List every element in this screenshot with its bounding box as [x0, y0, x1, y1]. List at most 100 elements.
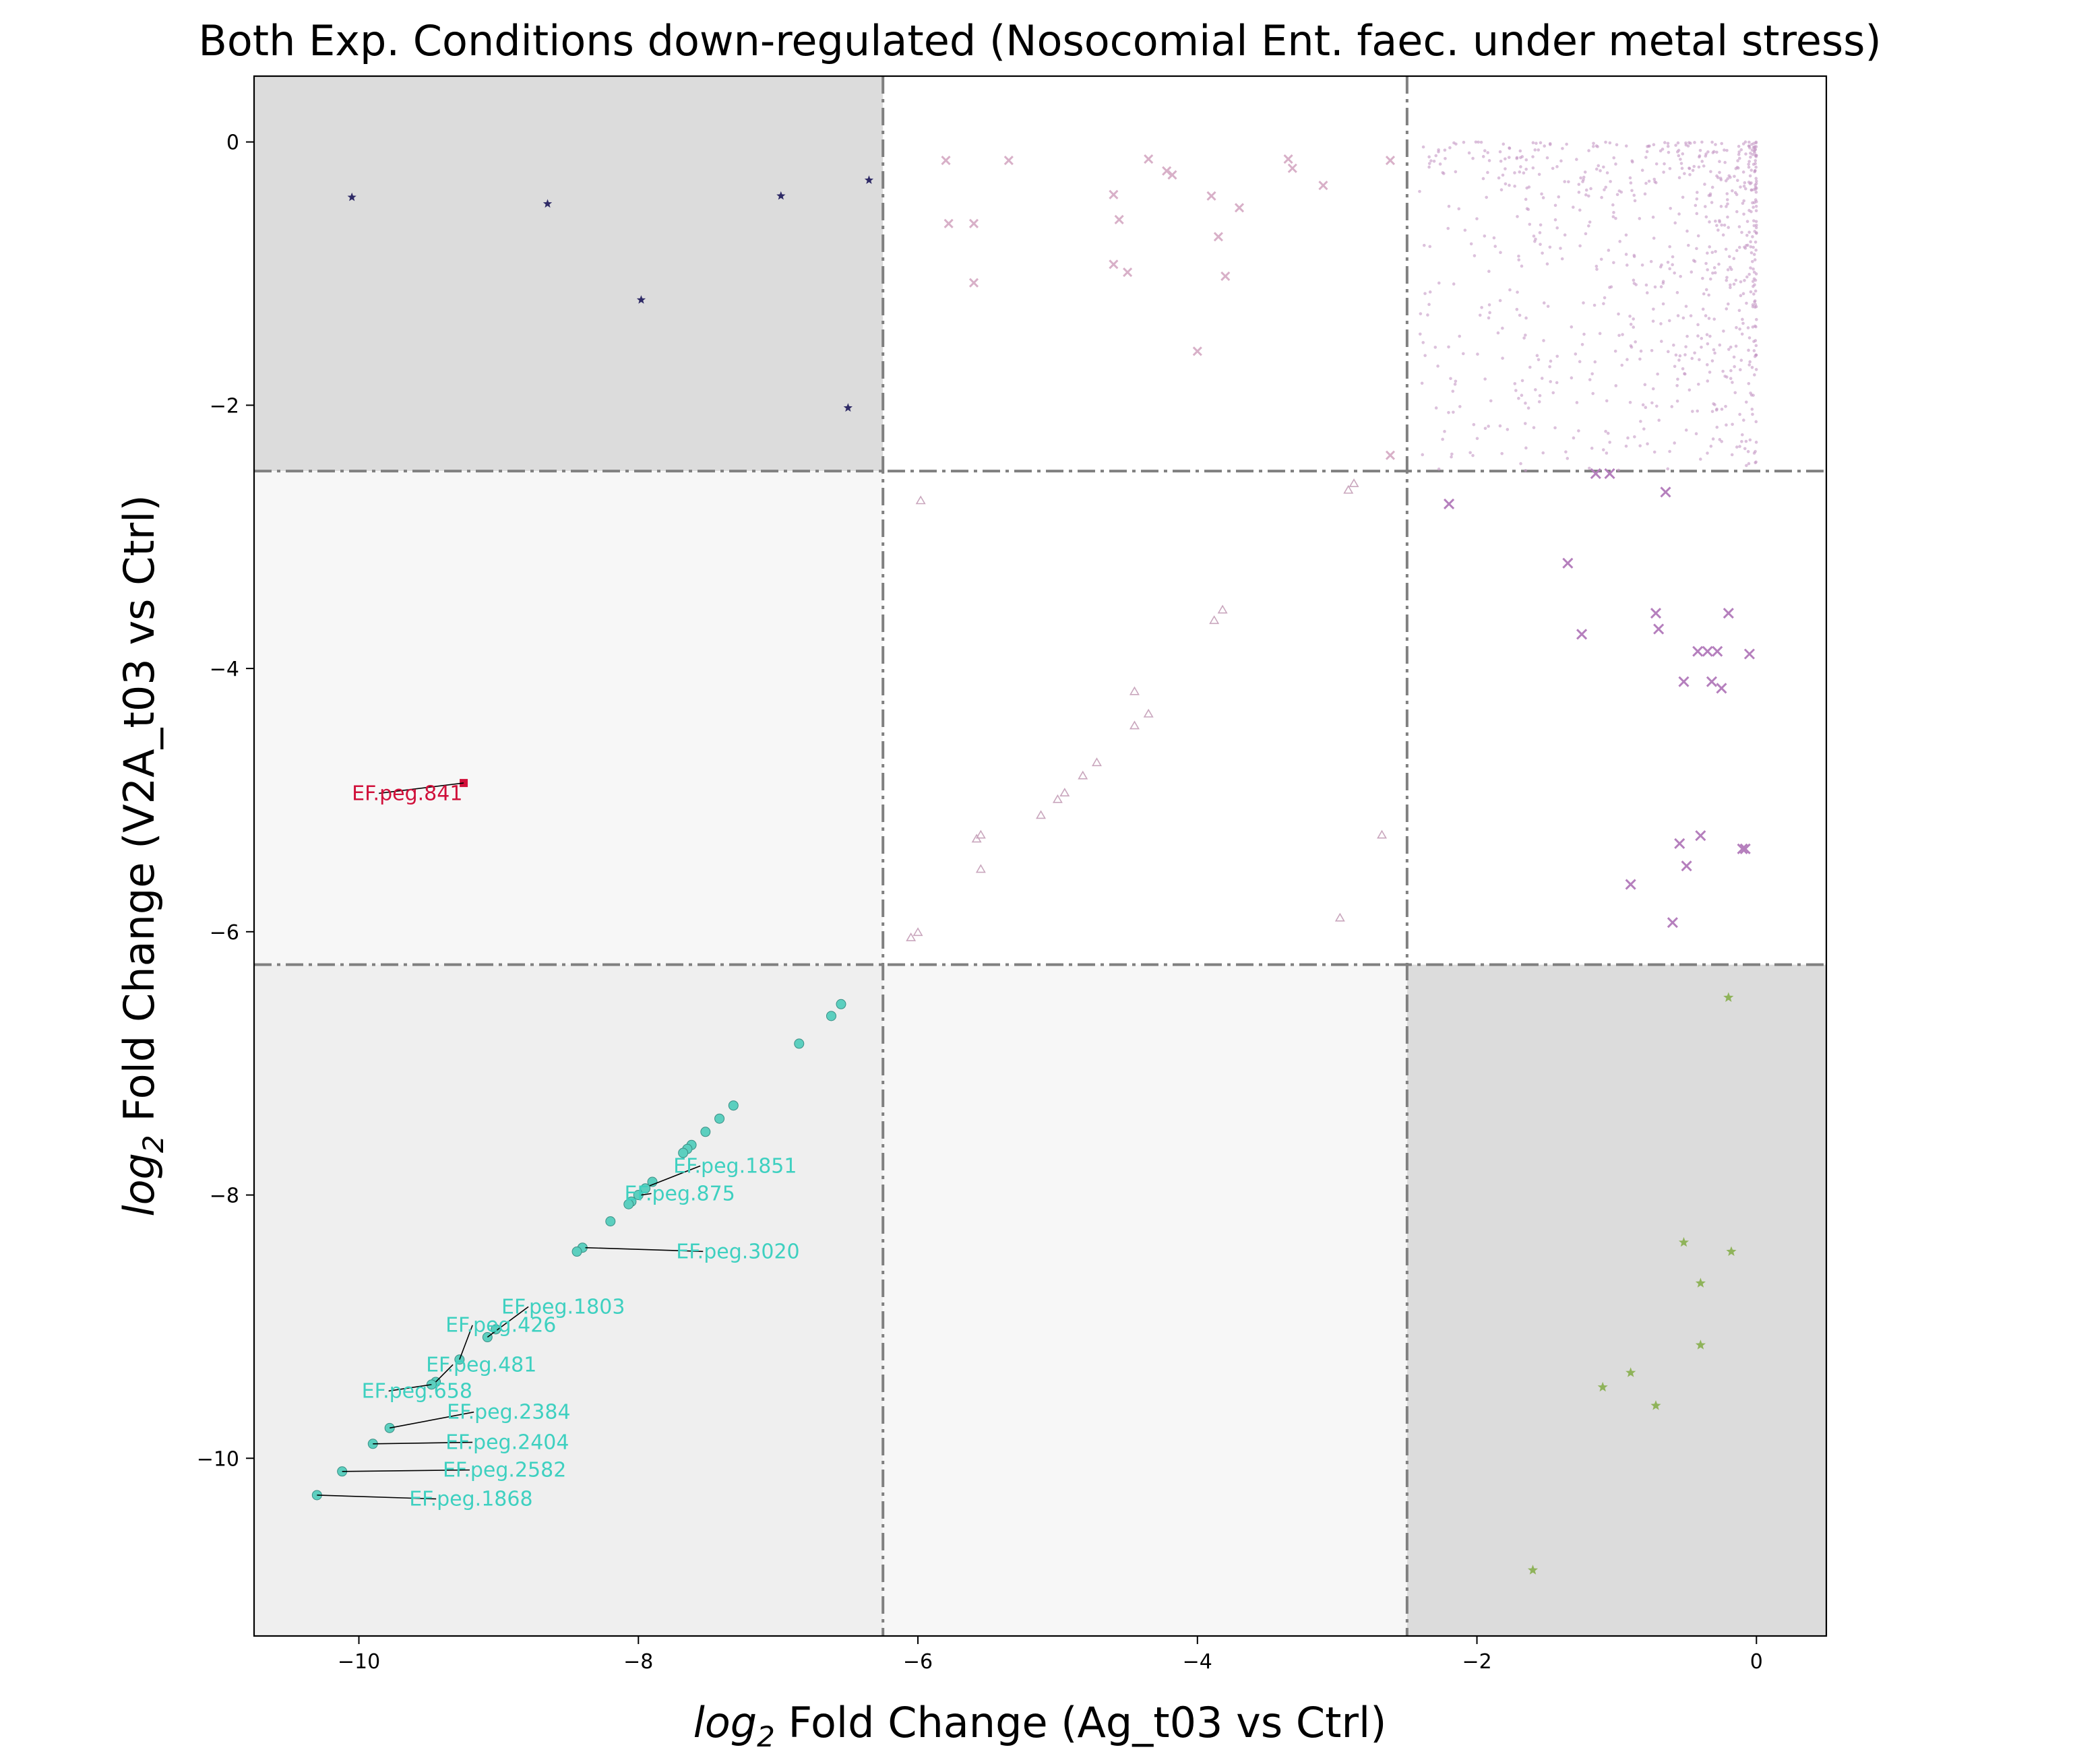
point-s4-10 [1702, 645, 1713, 657]
cluster-point-97 [1420, 381, 1424, 385]
cluster-point-673 [1599, 169, 1602, 172]
y-tick-label-3: −4 [210, 658, 239, 681]
cluster-point-725 [1667, 319, 1671, 323]
cluster-point-120 [1644, 181, 1648, 185]
cluster-point-421 [1723, 160, 1727, 164]
cluster-point-707 [1754, 231, 1758, 235]
cluster-point-76 [1704, 261, 1708, 265]
cluster-point-603 [1753, 305, 1757, 309]
cluster-point-503 [1639, 420, 1642, 423]
cluster-point-185 [1454, 379, 1458, 383]
cluster-point-622 [1452, 141, 1456, 145]
cluster-point-334 [1659, 322, 1663, 325]
cluster-point-442 [1703, 183, 1706, 186]
point-s5-8 [678, 1147, 689, 1158]
cluster-point-319 [1749, 155, 1752, 159]
cluster-point-401 [1694, 203, 1698, 208]
cluster-point-429 [1687, 141, 1691, 144]
cluster-point-407 [1696, 323, 1700, 327]
cluster-point-377 [1471, 453, 1475, 458]
point-s5-13 [623, 1199, 634, 1209]
cluster-point-187 [1668, 166, 1672, 170]
cluster-point-705 [1700, 140, 1704, 144]
cluster-point-81 [1577, 429, 1580, 433]
cluster-point-600 [1677, 212, 1681, 216]
cluster-point-373 [1729, 283, 1732, 287]
cluster-point-444 [1626, 436, 1630, 440]
cluster-point-672 [1685, 229, 1689, 233]
cluster-point-449 [1644, 283, 1648, 287]
point-s4-5 [1576, 629, 1588, 640]
cluster-point-366 [1712, 266, 1716, 270]
cluster-point-111 [1537, 358, 1541, 362]
cluster-point-89 [1704, 215, 1708, 219]
cluster-point-670 [1715, 174, 1718, 178]
cluster-point-186 [1676, 141, 1680, 145]
cluster-point-253 [1594, 264, 1599, 268]
point-s3-8 [1092, 757, 1102, 767]
cluster-point-63 [1691, 410, 1694, 413]
annotation-leader-3 [585, 1247, 704, 1253]
cluster-point-29 [1441, 437, 1444, 441]
cluster-point-60 [1594, 167, 1599, 171]
cluster-point-256 [1578, 208, 1582, 212]
cluster-point-302 [1710, 359, 1714, 363]
point-s1-0 [941, 155, 951, 166]
cluster-point-100 [1652, 177, 1656, 181]
cluster-point-765 [1725, 307, 1729, 311]
cluster-point-328 [1446, 226, 1450, 230]
cluster-point-59 [1742, 185, 1746, 188]
cluster-point-779 [1753, 300, 1756, 304]
point-s3-19 [912, 927, 923, 937]
cluster-point-649 [1602, 165, 1605, 169]
cluster-point-529 [1433, 346, 1437, 349]
cluster-point-57 [1718, 438, 1722, 441]
cluster-point-134 [1700, 337, 1704, 340]
cluster-point-144 [1632, 282, 1636, 285]
cluster-point-612 [1731, 381, 1734, 384]
cluster-point-572 [1754, 185, 1758, 189]
cluster-point-674 [1684, 305, 1688, 308]
cluster-point-496 [1718, 160, 1721, 164]
cluster-point-681 [1747, 144, 1751, 148]
cluster-point-575 [1646, 145, 1649, 148]
cluster-point-640 [1741, 433, 1744, 437]
cluster-point-455 [1753, 373, 1756, 377]
cluster-point-624 [1666, 260, 1670, 264]
cluster-point-569 [1541, 251, 1544, 255]
cluster-point-64 [1524, 158, 1528, 162]
annotation-leader-5 [459, 1325, 473, 1360]
cluster-point-635 [1434, 406, 1438, 410]
cluster-point-599 [1737, 144, 1741, 148]
point-s1-5 [1283, 154, 1293, 164]
cluster-point-475 [1737, 156, 1741, 160]
cluster-point-405 [1751, 412, 1754, 416]
cluster-point-123 [1755, 179, 1758, 183]
cluster-point-498 [1739, 148, 1743, 152]
cluster-point-522 [1725, 278, 1729, 282]
cluster-point-659 [1555, 165, 1559, 168]
point-s1-19 [968, 278, 979, 288]
cluster-point-466 [1754, 182, 1758, 185]
cluster-point-619 [1508, 146, 1512, 150]
y-tick-label-0: −10 [197, 1447, 239, 1471]
cluster-point-585 [1725, 375, 1729, 379]
cluster-point-589 [1734, 166, 1738, 170]
cluster-point-512 [1753, 145, 1757, 148]
cluster-point-21 [1754, 162, 1757, 166]
cluster-point-34 [1609, 180, 1612, 183]
cluster-point-33 [1679, 162, 1683, 165]
cluster-point-257 [1513, 171, 1516, 175]
point-s0-0 [347, 192, 357, 201]
point-s1-14 [1213, 232, 1223, 242]
cluster-point-280 [1499, 251, 1502, 255]
annotation-label-11: EF.peg.1868 [409, 1488, 532, 1511]
cluster-point-710 [1553, 426, 1557, 430]
point-s5-5 [700, 1127, 711, 1137]
cluster-point-306 [1741, 321, 1745, 325]
cluster-point-527 [1454, 170, 1458, 174]
cluster-point-386 [1487, 159, 1491, 162]
cluster-point-501 [1706, 451, 1709, 455]
chart-title: Both Exp. Conditions down-regulated (Nos… [198, 16, 1881, 65]
